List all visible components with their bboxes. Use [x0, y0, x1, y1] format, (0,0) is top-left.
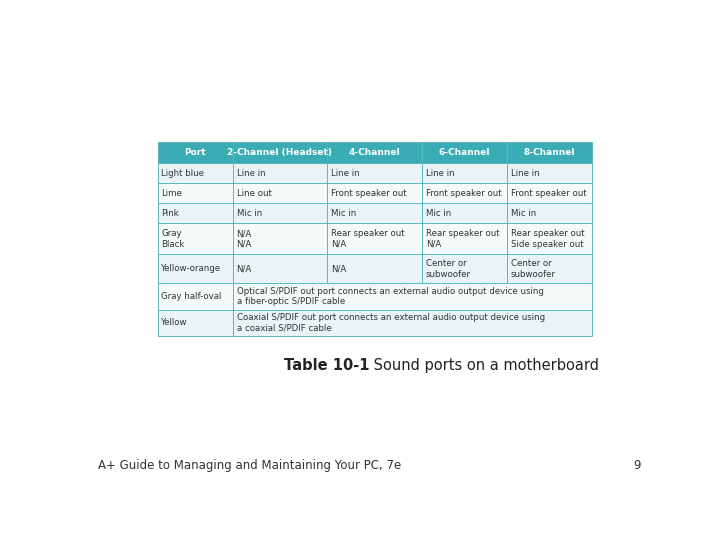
- Text: Mic in: Mic in: [426, 209, 451, 218]
- Text: Mic in: Mic in: [331, 209, 356, 218]
- Bar: [328, 254, 422, 284]
- Text: Pink: Pink: [161, 209, 179, 218]
- Bar: [233, 284, 593, 309]
- Text: 8-Channel: 8-Channel: [524, 148, 575, 157]
- Text: Coaxial S/PDIF out port connects an external audio output device using
a coaxial: Coaxial S/PDIF out port connects an exte…: [237, 313, 544, 333]
- Text: Table 10-1: Table 10-1: [284, 357, 369, 373]
- Bar: [507, 204, 592, 224]
- Text: Yellow: Yellow: [161, 318, 188, 327]
- Text: Gray half-oval: Gray half-oval: [161, 292, 222, 301]
- Bar: [158, 254, 233, 284]
- Bar: [328, 184, 422, 204]
- Text: Sound ports on a motherboard: Sound ports on a motherboard: [369, 357, 599, 373]
- Bar: [158, 142, 233, 164]
- Bar: [507, 164, 592, 184]
- Text: Port: Port: [184, 148, 206, 157]
- Text: N/A: N/A: [237, 265, 252, 273]
- Bar: [507, 224, 592, 254]
- Bar: [422, 224, 507, 254]
- Bar: [158, 164, 233, 184]
- Bar: [233, 224, 328, 254]
- Text: Line in: Line in: [331, 169, 360, 178]
- Bar: [158, 309, 233, 336]
- Bar: [422, 142, 507, 164]
- Text: Line in: Line in: [511, 169, 539, 178]
- Bar: [422, 164, 507, 184]
- Bar: [328, 204, 422, 224]
- Text: Line in: Line in: [426, 169, 454, 178]
- Bar: [507, 254, 592, 284]
- Text: N/A: N/A: [331, 265, 346, 273]
- Text: Front speaker out: Front speaker out: [511, 189, 587, 198]
- Text: Front speaker out: Front speaker out: [426, 189, 502, 198]
- Bar: [507, 184, 592, 204]
- Text: 9: 9: [633, 458, 640, 472]
- Text: 2-Channel (Headset): 2-Channel (Headset): [228, 148, 333, 157]
- Bar: [233, 184, 328, 204]
- Bar: [328, 164, 422, 184]
- Bar: [233, 309, 593, 336]
- Bar: [158, 224, 233, 254]
- Bar: [422, 204, 507, 224]
- Text: Mic in: Mic in: [237, 209, 262, 218]
- Text: N/A
N/A: N/A N/A: [237, 229, 252, 248]
- Bar: [158, 184, 233, 204]
- Text: Yellow-orange: Yellow-orange: [161, 265, 222, 273]
- Text: Rear speaker out
N/A: Rear speaker out N/A: [426, 229, 500, 248]
- Bar: [233, 204, 328, 224]
- Bar: [233, 142, 328, 164]
- Text: Rear speaker out
Side speaker out: Rear speaker out Side speaker out: [511, 229, 585, 248]
- Text: 4-Channel: 4-Channel: [349, 148, 400, 157]
- Text: Front speaker out: Front speaker out: [331, 189, 407, 198]
- Bar: [422, 184, 507, 204]
- Bar: [158, 284, 233, 309]
- Bar: [328, 142, 422, 164]
- Bar: [422, 254, 507, 284]
- Text: A+ Guide to Managing and Maintaining Your PC, 7e: A+ Guide to Managing and Maintaining You…: [98, 458, 401, 472]
- Bar: [158, 204, 233, 224]
- Text: Center or
subwoofer: Center or subwoofer: [511, 259, 556, 279]
- Bar: [328, 224, 422, 254]
- Text: Center or
subwoofer: Center or subwoofer: [426, 259, 471, 279]
- Text: Optical S/PDIF out port connects an external audio output device using
a fiber-o: Optical S/PDIF out port connects an exte…: [237, 287, 544, 306]
- Bar: [507, 142, 592, 164]
- Bar: [233, 254, 328, 284]
- Text: Gray
Black: Gray Black: [161, 229, 184, 248]
- Text: Line out: Line out: [237, 189, 271, 198]
- Bar: [233, 164, 328, 184]
- Text: Light blue: Light blue: [161, 169, 204, 178]
- Text: 6-Channel: 6-Channel: [438, 148, 490, 157]
- Text: Rear speaker out
N/A: Rear speaker out N/A: [331, 229, 405, 248]
- Text: Mic in: Mic in: [511, 209, 536, 218]
- Text: Line in: Line in: [237, 169, 265, 178]
- Text: Lime: Lime: [161, 189, 182, 198]
